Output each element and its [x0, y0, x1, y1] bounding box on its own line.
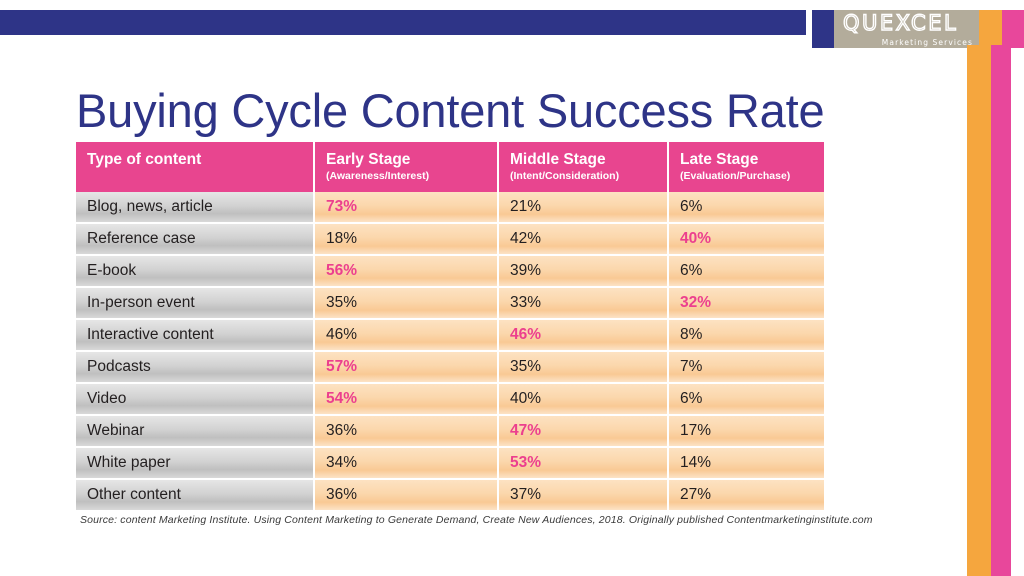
cell-middle-stage: 46% — [499, 320, 669, 352]
source-note: Source: content Marketing Institute. Usi… — [80, 514, 873, 526]
cell-early-stage: 34% — [315, 448, 499, 480]
page-title: Buying Cycle Content Success Rate — [76, 84, 825, 138]
quexcel-logo: QUEXCEL Marketing Services — [812, 10, 1024, 48]
cell-late-stage: 6% — [669, 192, 824, 224]
cell-content-type: Other content — [76, 480, 315, 510]
table-row: Podcasts 57% 35% 7% — [76, 352, 824, 384]
cell-middle-stage: 42% — [499, 224, 669, 256]
logo-plate: QUEXCEL Marketing Services — [834, 10, 979, 48]
table-row: Blog, news, article 73% 21% 6% — [76, 192, 824, 224]
column-header-type: Type of content — [76, 142, 315, 192]
cell-late-stage: 14% — [669, 448, 824, 480]
cell-late-stage: 6% — [669, 384, 824, 416]
cell-content-type: White paper — [76, 448, 315, 480]
cell-middle-stage: 21% — [499, 192, 669, 224]
cell-early-stage: 54% — [315, 384, 499, 416]
column-header-late-main: Late Stage — [680, 151, 759, 168]
cell-middle-stage: 37% — [499, 480, 669, 510]
table-header: Type of content Early Stage (Awareness/I… — [76, 142, 824, 192]
table-header-row: Type of content Early Stage (Awareness/I… — [76, 142, 824, 192]
logo-orange-tab — [979, 10, 1002, 48]
logo-wordmark-text: QUEXCEL — [842, 11, 959, 35]
cell-early-stage: 57% — [315, 352, 499, 384]
logo-pink-tab — [1002, 10, 1024, 48]
column-header-middle: Middle Stage (Intent/Consideration) — [499, 142, 669, 192]
cell-late-stage: 40% — [669, 224, 824, 256]
cell-late-stage: 17% — [669, 416, 824, 448]
column-header-late: Late Stage (Evaluation/Purchase) — [669, 142, 824, 192]
cell-late-stage: 6% — [669, 256, 824, 288]
cell-late-stage: 8% — [669, 320, 824, 352]
table-row: In-person event 35% 33% 32% — [76, 288, 824, 320]
logo-indigo-square — [812, 10, 834, 48]
table-row: Video 54% 40% 6% — [76, 384, 824, 416]
column-header-middle-main: Middle Stage — [510, 151, 606, 168]
column-header-early-sub: (Awareness/Interest) — [326, 170, 430, 182]
header-accent-bar — [0, 10, 806, 35]
cell-content-type: E-book — [76, 256, 315, 288]
column-header-type-main: Type of content — [87, 151, 202, 168]
column-header-late-sub: (Evaluation/Purchase) — [680, 170, 791, 182]
cell-middle-stage: 39% — [499, 256, 669, 288]
column-header-early-main: Early Stage — [326, 151, 411, 168]
column-header-early: Early Stage (Awareness/Interest) — [315, 142, 499, 192]
side-accent-bar-pink — [991, 45, 1011, 576]
content-success-rate-table: Type of content Early Stage (Awareness/I… — [76, 142, 824, 510]
side-accent-bar-orange — [967, 45, 991, 576]
table-row: Other content 36% 37% 27% — [76, 480, 824, 510]
cell-content-type: Reference case — [76, 224, 315, 256]
cell-late-stage: 7% — [669, 352, 824, 384]
cell-middle-stage: 35% — [499, 352, 669, 384]
table-row: Interactive content 46% 46% 8% — [76, 320, 824, 352]
table-row: E-book 56% 39% 6% — [76, 256, 824, 288]
cell-early-stage: 36% — [315, 480, 499, 510]
cell-early-stage: 73% — [315, 192, 499, 224]
cell-content-type: Webinar — [76, 416, 315, 448]
table-row: White paper 34% 53% 14% — [76, 448, 824, 480]
table-row: Reference case 18% 42% 40% — [76, 224, 824, 256]
cell-middle-stage: 53% — [499, 448, 669, 480]
cell-content-type: Video — [76, 384, 315, 416]
cell-early-stage: 36% — [315, 416, 499, 448]
cell-middle-stage: 47% — [499, 416, 669, 448]
cell-early-stage: 35% — [315, 288, 499, 320]
cell-middle-stage: 33% — [499, 288, 669, 320]
cell-content-type: Blog, news, article — [76, 192, 315, 224]
table-body: Blog, news, article 73% 21% 6% Reference cas… — [76, 192, 824, 510]
cell-late-stage: 32% — [669, 288, 824, 320]
cell-content-type: Interactive content — [76, 320, 315, 352]
cell-middle-stage: 40% — [499, 384, 669, 416]
logo-tagline-text: Marketing Services — [881, 38, 973, 47]
cell-early-stage: 18% — [315, 224, 499, 256]
cell-early-stage: 46% — [315, 320, 499, 352]
cell-early-stage: 56% — [315, 256, 499, 288]
cell-content-type: Podcasts — [76, 352, 315, 384]
column-header-middle-sub: (Intent/Consideration) — [510, 170, 620, 182]
table-row: Webinar 36% 47% 17% — [76, 416, 824, 448]
cell-late-stage: 27% — [669, 480, 824, 510]
cell-content-type: In-person event — [76, 288, 315, 320]
